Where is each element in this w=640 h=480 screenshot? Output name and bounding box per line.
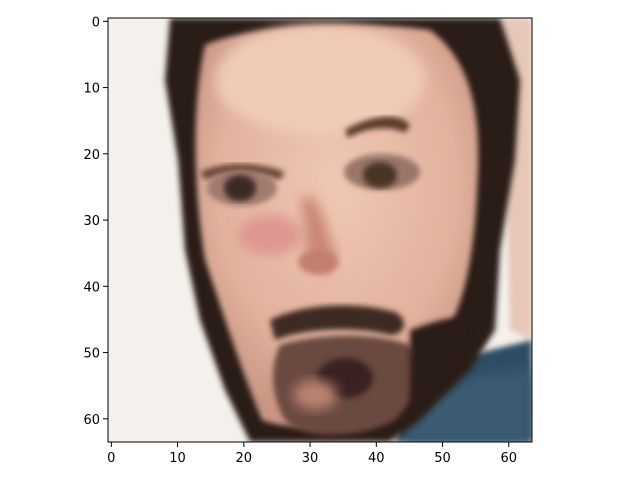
y-tick-label: 30	[83, 214, 100, 229]
y-axis: 0 10 20 30 40 50 60	[83, 15, 108, 428]
y-tick-label: 20	[83, 148, 100, 163]
chin-highlight	[293, 380, 337, 410]
x-tick-label: 40	[368, 451, 385, 466]
right-eyebrow	[345, 116, 410, 138]
x-tick-label: 0	[107, 451, 115, 466]
nose-tip	[298, 250, 338, 274]
right-eye	[363, 162, 397, 188]
beard-shadow	[410, 318, 470, 400]
shirt-highlight	[400, 370, 532, 442]
x-tick-label: 60	[501, 451, 518, 466]
y-tick-label: 50	[83, 347, 100, 362]
y-tick-label: 60	[83, 413, 100, 428]
left-eye	[224, 175, 256, 201]
portrait-image	[108, 18, 532, 442]
y-tick-label: 40	[83, 280, 100, 295]
x-tick-label: 20	[236, 451, 253, 466]
left-cheek	[238, 215, 302, 255]
y-tick-label: 10	[83, 82, 100, 97]
mustache	[270, 305, 405, 340]
x-tick-label: 10	[169, 451, 186, 466]
forehead	[215, 25, 425, 135]
axes-frame	[107, 17, 533, 443]
x-tick-label: 50	[434, 451, 451, 466]
x-tick-label: 30	[302, 451, 319, 466]
x-axis: 0 10 20 30 40 50 60	[107, 442, 517, 466]
y-tick-label: 0	[92, 15, 100, 30]
